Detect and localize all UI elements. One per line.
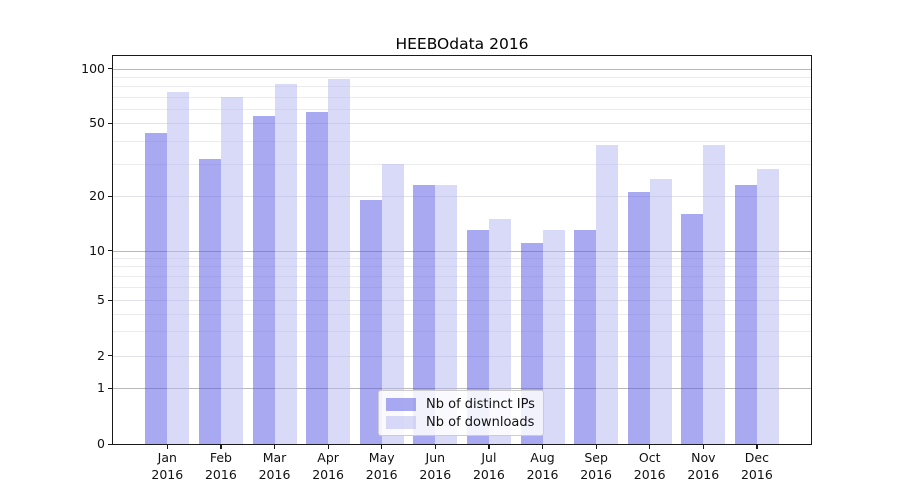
legend-swatch-downloads	[386, 415, 416, 429]
y-tick-mark	[108, 195, 112, 197]
chart-title: HEEBOdata 2016	[395, 35, 529, 53]
gridline-major	[113, 196, 811, 198]
x-tick-label: Aug 2016	[526, 450, 559, 482]
legend-label: Nb of downloads	[426, 414, 535, 430]
gridline-minor	[113, 86, 811, 88]
x-tick-label: Jun 2016	[419, 450, 452, 482]
y-tick-label: 0	[97, 436, 105, 451]
y-tick-mark	[108, 355, 112, 357]
bar-distinct-ips	[145, 133, 168, 444]
plot-area	[112, 55, 812, 445]
bar-distinct-ips	[198, 158, 221, 444]
bar-distinct-ips	[413, 185, 436, 444]
bar-downloads	[542, 229, 565, 444]
gridline-major	[113, 388, 811, 390]
gridline-minor	[113, 108, 811, 110]
bar-downloads	[596, 145, 619, 444]
gridline-minor	[113, 266, 811, 268]
y-tick-mark	[108, 299, 112, 301]
y-tick-label: 1	[97, 380, 105, 396]
gridline-minor	[113, 76, 811, 78]
y-tick-label: 50	[89, 115, 105, 131]
bar-distinct-ips	[681, 213, 704, 444]
x-tick-mark	[488, 445, 490, 449]
gridline-major	[113, 123, 811, 125]
gridline-minor	[113, 258, 811, 260]
x-tick-mark	[274, 445, 276, 449]
x-tick-mark	[595, 445, 597, 449]
bar-downloads	[703, 145, 726, 444]
gridline-major	[113, 355, 811, 357]
x-tick-label: Nov 2016	[687, 450, 720, 482]
gridline-minor	[113, 313, 811, 315]
bar-downloads	[381, 163, 404, 444]
y-tick-label: 20	[89, 188, 105, 204]
y-tick-label: 100	[81, 60, 105, 76]
bar-distinct-ips	[306, 111, 329, 444]
gridline-minor	[113, 275, 811, 277]
gridline-minor	[113, 141, 811, 143]
gridline-major	[113, 68, 811, 70]
bar-downloads	[167, 92, 190, 444]
x-tick-label: Jan 2016	[151, 450, 184, 482]
bar-downloads	[274, 84, 297, 444]
bar-distinct-ips	[627, 192, 650, 444]
bar-distinct-ips	[734, 185, 757, 444]
bar-distinct-ips	[252, 115, 275, 444]
gridline-minor	[113, 286, 811, 288]
x-tick-mark	[649, 445, 651, 449]
x-tick-mark	[434, 445, 436, 449]
y-tick-mark	[108, 122, 112, 124]
bar-downloads	[488, 218, 511, 444]
bar-downloads	[649, 178, 672, 444]
x-tick-mark	[327, 445, 329, 449]
y-tick-mark	[108, 250, 112, 252]
gridline-minor	[113, 163, 811, 165]
x-tick-label: Sep 2016	[580, 450, 612, 482]
x-tick-label: Jul 2016	[472, 450, 505, 482]
legend-label: Nb of distinct IPs	[426, 396, 535, 412]
bar-downloads	[756, 169, 779, 444]
legend-item: Nb of distinct IPs	[386, 395, 535, 413]
x-tick-mark	[542, 445, 544, 449]
x-tick-label: Mar 2016	[258, 450, 291, 482]
x-tick-mark	[702, 445, 704, 449]
x-tick-mark	[756, 445, 758, 449]
x-tick-mark	[220, 445, 222, 449]
legend: Nb of distinct IPs Nb of downloads	[378, 390, 544, 436]
x-tick-label: Oct 2016	[633, 450, 666, 482]
bar-distinct-ips	[574, 229, 597, 444]
x-tick-mark	[166, 445, 168, 449]
x-tick-label: Dec 2016	[740, 450, 773, 482]
gridline-major	[113, 300, 811, 301]
bar-downloads	[220, 96, 243, 444]
y-tick-label: 5	[97, 292, 105, 307]
y-tick-mark	[108, 68, 112, 70]
x-tick-label: May 2016	[365, 450, 398, 482]
y-tick-mark	[108, 387, 112, 389]
x-tick-mark	[381, 445, 383, 449]
y-tick-mark	[108, 443, 112, 445]
bar-distinct-ips	[359, 200, 382, 444]
x-tick-label: Feb 2016	[204, 450, 237, 482]
y-tick-label: 10	[89, 242, 105, 258]
bar-downloads	[328, 78, 351, 444]
x-tick-label: Apr 2016	[312, 450, 344, 482]
legend-item: Nb of downloads	[386, 413, 535, 431]
gridline-minor	[113, 331, 811, 333]
bar-downloads	[435, 185, 458, 444]
gridline-major	[113, 250, 811, 252]
y-tick-label: 2	[97, 347, 105, 363]
gridline-minor	[113, 96, 811, 98]
legend-swatch-ips	[386, 397, 416, 411]
